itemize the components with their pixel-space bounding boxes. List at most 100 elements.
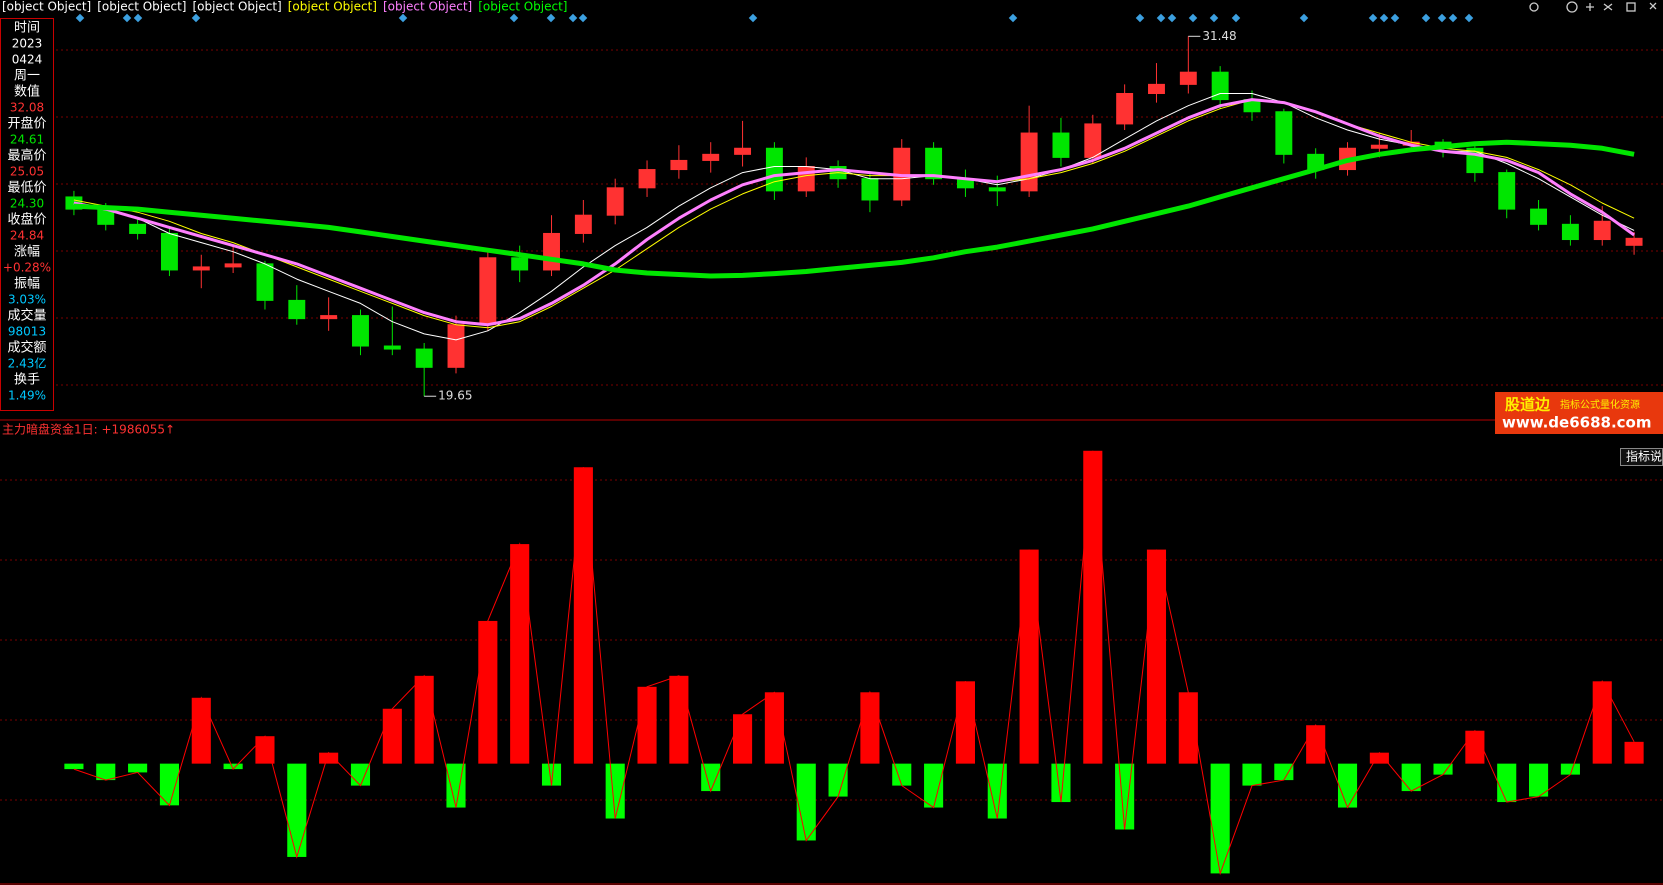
sidebar-label: 最低价 bbox=[7, 181, 46, 196]
indicator-button-label[interactable]: 指标说 bbox=[1626, 449, 1662, 464]
flow-bar bbox=[669, 675, 689, 764]
flow-bar bbox=[1051, 763, 1071, 803]
header-item: [object Object] bbox=[2, 0, 91, 14]
candle-body bbox=[734, 147, 752, 155]
candle-body bbox=[543, 232, 560, 271]
header-item: [object Object] bbox=[193, 0, 282, 14]
sidebar-label: 成交量 bbox=[7, 308, 46, 324]
sidebar-frame bbox=[0, 18, 54, 411]
flow-bar bbox=[764, 692, 784, 764]
sidebar-value: 24.84 bbox=[10, 229, 44, 243]
sidebar-value: 25.05 bbox=[10, 165, 44, 179]
header-item: [object Object] bbox=[97, 0, 186, 14]
flow-bar bbox=[733, 714, 753, 764]
flow-bar bbox=[1210, 763, 1230, 874]
sidebar-label: 数值 bbox=[14, 84, 40, 100]
flow-bar bbox=[1306, 725, 1326, 764]
flow-bar bbox=[1433, 763, 1453, 775]
sidebar-value: 24.30 bbox=[10, 197, 44, 211]
flow-bar bbox=[1624, 741, 1644, 764]
signal-diamond bbox=[398, 13, 408, 23]
flow-bar bbox=[96, 763, 116, 781]
candle-body bbox=[1179, 71, 1197, 85]
flow-bar bbox=[1337, 763, 1358, 808]
sidebar-label: 振幅 bbox=[14, 277, 40, 292]
flow-bar bbox=[128, 763, 148, 773]
candle-body bbox=[1052, 132, 1070, 158]
flow-bar bbox=[573, 467, 593, 764]
flow-bar bbox=[446, 763, 466, 808]
candle-body bbox=[670, 159, 688, 171]
candle-body bbox=[288, 299, 306, 320]
candle-body bbox=[1275, 111, 1293, 155]
watermark-url: www.de6688.com bbox=[1502, 414, 1652, 432]
candle-body bbox=[415, 348, 433, 368]
flow-bar bbox=[1146, 549, 1167, 764]
watermark-brand: 股道边 bbox=[1505, 396, 1551, 414]
flow-bar bbox=[860, 692, 880, 764]
flow-bar bbox=[1178, 692, 1198, 764]
flow-bar bbox=[541, 763, 562, 786]
flow-bar bbox=[605, 763, 625, 819]
sidebar-label: 最高价 bbox=[7, 148, 46, 164]
flow-bar bbox=[319, 752, 339, 764]
flow-bar bbox=[828, 763, 848, 797]
candle-body bbox=[925, 147, 943, 180]
candle-body bbox=[320, 315, 338, 320]
flow-bar bbox=[1592, 681, 1612, 764]
moving-average bbox=[73, 99, 1635, 329]
flow-bar bbox=[1115, 763, 1135, 830]
max-label: 31.48 bbox=[1202, 29, 1236, 43]
icon[interactable] bbox=[1603, 3, 1613, 11]
candle-body bbox=[447, 324, 465, 368]
sidebar-label: 涨幅 bbox=[14, 245, 40, 260]
sidebar-value: 24.61 bbox=[10, 133, 44, 147]
sidebar-label: 开盘价 bbox=[7, 116, 46, 132]
flow-bar bbox=[701, 763, 721, 792]
candle-body bbox=[511, 257, 529, 271]
flow-bar bbox=[892, 763, 912, 786]
flow-bar bbox=[924, 763, 944, 808]
flow-line bbox=[73, 450, 1635, 876]
flow-bar bbox=[637, 686, 657, 764]
icon[interactable] bbox=[1586, 3, 1594, 11]
candle-body bbox=[160, 232, 178, 271]
sidebar-label: 周一 bbox=[14, 69, 40, 84]
flow-bar bbox=[955, 681, 975, 764]
candle-body bbox=[1370, 144, 1388, 149]
icon[interactable] bbox=[1566, 1, 1578, 13]
header-item: [object Object] bbox=[383, 0, 472, 14]
candle-body bbox=[224, 263, 242, 268]
candle-body bbox=[1498, 172, 1516, 210]
icon[interactable] bbox=[1529, 2, 1539, 12]
candle-body bbox=[1625, 237, 1643, 246]
sidebar-label: 成交额 bbox=[7, 340, 46, 356]
icon[interactable] bbox=[1649, 2, 1657, 10]
watermark-box bbox=[1495, 392, 1663, 434]
flow-bar bbox=[223, 763, 243, 770]
header-item: [object Object] bbox=[288, 0, 377, 14]
flow-bar bbox=[1369, 752, 1389, 764]
icon[interactable] bbox=[1626, 2, 1636, 12]
moving-average bbox=[73, 98, 1635, 327]
flow-bar bbox=[1274, 763, 1294, 781]
flow-bar bbox=[382, 708, 402, 764]
sidebar-label: 换手 bbox=[14, 373, 40, 388]
flow-bar bbox=[350, 763, 371, 786]
candle-body bbox=[129, 223, 147, 234]
sidebar-value: 2023 bbox=[12, 37, 43, 51]
sidebar-value: 2.43亿 bbox=[8, 356, 47, 371]
flow-bar bbox=[287, 763, 307, 857]
candle-body bbox=[479, 257, 497, 326]
candle-body bbox=[1020, 132, 1038, 192]
candle-body bbox=[1211, 71, 1229, 101]
flow-bar bbox=[510, 544, 530, 764]
flow-bar bbox=[1401, 763, 1421, 792]
candle-body bbox=[1593, 220, 1611, 241]
candle-body bbox=[702, 153, 720, 161]
sidebar-label: 收盘价 bbox=[7, 212, 46, 228]
flow-bar bbox=[1529, 763, 1549, 797]
sidebar-value: +0.28% bbox=[3, 261, 51, 275]
sidebar-value: 98013 bbox=[8, 325, 46, 339]
